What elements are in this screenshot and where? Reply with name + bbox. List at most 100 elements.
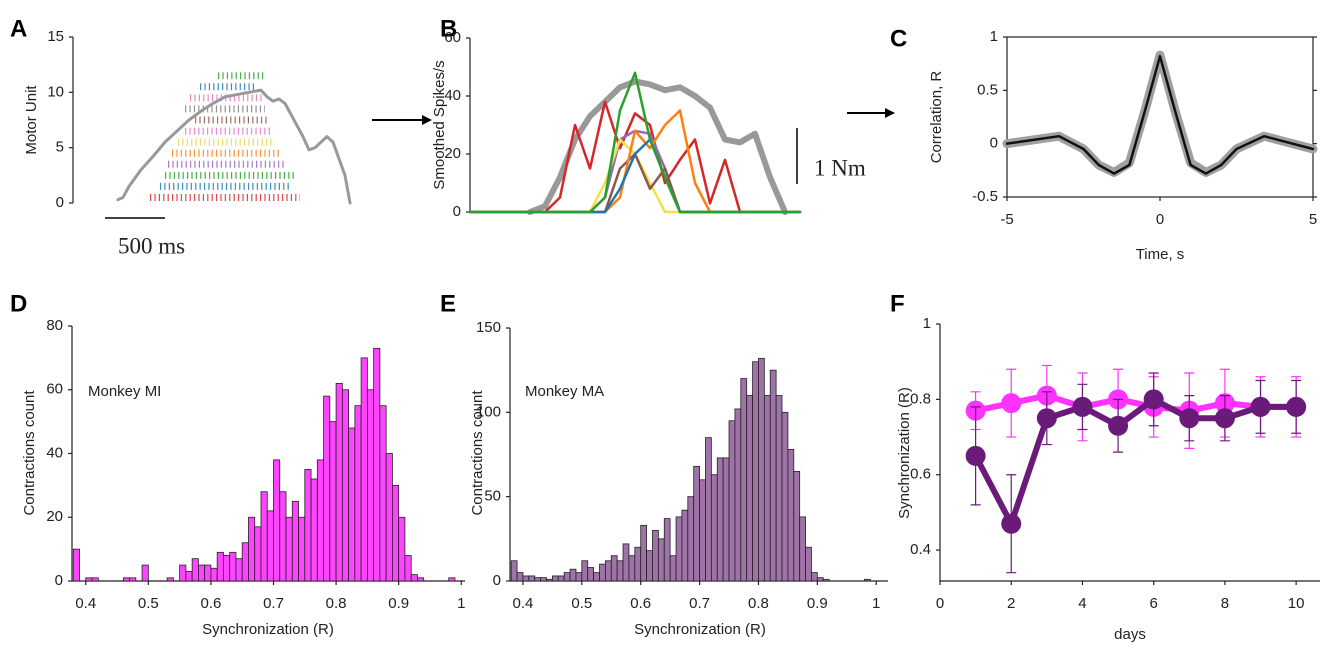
y-tick-label: 10 [47, 83, 64, 100]
x-axis-label: days [1114, 626, 1146, 643]
x-tick-label: 0.5 [138, 595, 159, 612]
panel: D 0 20 40 60 80 0.4 0.5 0.6 0.7 0.8 0.9 1 Contraction… [10, 290, 465, 638]
y-tick-label: 1 [990, 28, 998, 45]
histogram-bar [681, 509, 689, 582]
x-tick-label: 2 [1007, 595, 1015, 612]
histogram-bar [822, 578, 830, 582]
histogram-bar [248, 516, 256, 582]
histogram-bar [569, 568, 577, 582]
histogram-bar [716, 457, 724, 582]
x-tick-label: 0.7 [263, 595, 284, 612]
point [965, 445, 986, 466]
histogram-bar [864, 578, 871, 582]
y-tick-label: 40 [444, 87, 461, 104]
point [1001, 393, 1022, 414]
histogram-bar [166, 577, 174, 582]
histogram-bar [417, 577, 425, 582]
histogram-bar [366, 389, 375, 582]
histogram-bar [628, 555, 636, 582]
point [1250, 396, 1271, 417]
histogram-bar [575, 572, 583, 582]
histogram-bar [746, 395, 753, 582]
histogram-bar [323, 395, 331, 582]
histogram-bar [379, 405, 387, 582]
panel-letter: C [890, 25, 907, 52]
histogram-bar [699, 479, 706, 582]
scale-bar-label: 1 Nm [814, 155, 866, 180]
histogram-bar [254, 526, 262, 582]
y-tick-label: 0.8 [910, 390, 931, 407]
histogram-bar [705, 437, 712, 582]
annotation: Monkey MI [88, 383, 161, 400]
x-tick-label: 8 [1221, 595, 1229, 612]
arrows [372, 108, 895, 125]
histogram-bar [448, 577, 456, 582]
series-line [1002, 50, 1318, 177]
y-tick-label: 20 [46, 508, 63, 525]
histogram-bar [599, 563, 606, 582]
point [1179, 408, 1200, 429]
y-tick-label: 0 [453, 203, 461, 220]
x-tick-label: 0.9 [388, 595, 409, 612]
series-line [527, 78, 788, 215]
x-tick-label: 0.8 [326, 595, 347, 612]
y-tick-label: 150 [476, 319, 501, 336]
y-tick-label: 0 [56, 194, 64, 211]
histogram-bar [587, 567, 595, 582]
x-tick-label: 0.6 [200, 595, 221, 612]
histogram-bar [204, 564, 212, 582]
x-tick-label: 10 [1288, 595, 1305, 612]
histogram-bar [652, 530, 659, 582]
point [1214, 408, 1235, 429]
y-axis-label: Contractions count [21, 390, 38, 516]
x-tick-label: 4 [1078, 595, 1086, 612]
histogram-bar [335, 382, 343, 582]
arrow-head [422, 115, 432, 125]
y-tick-label: 0 [55, 572, 63, 589]
series-line [972, 396, 1297, 527]
x-tick-label: 0 [936, 595, 944, 612]
histogram-bar [534, 577, 542, 582]
point [1001, 513, 1022, 534]
histogram-bar [279, 491, 287, 582]
histogram-bar [291, 500, 299, 582]
histogram-bar [141, 564, 149, 582]
y-tick-label: 60 [444, 29, 461, 46]
histogram-bar [540, 577, 547, 582]
histogram-bar [329, 421, 337, 582]
histogram-bar [310, 478, 318, 582]
histogram-bar [616, 560, 624, 582]
histogram-bar [740, 378, 748, 582]
y-axis-label: Motor Unit [23, 85, 40, 155]
point [1072, 396, 1093, 417]
histogram-bar [198, 564, 206, 582]
y-tick-label: 100 [476, 403, 501, 420]
histogram-bar [373, 347, 381, 582]
y-axis-label: Synchronization (R) [896, 387, 913, 519]
x-tick-label: 0.5 [571, 595, 592, 612]
y-tick-label: 20 [444, 145, 461, 162]
histogram-bar [758, 357, 765, 582]
histogram-bar [316, 459, 324, 582]
histogram-bar [787, 449, 795, 582]
histogram-bar [675, 516, 683, 582]
panel: A 0 5 10 15 Motor Unit 500 ms [10, 15, 352, 258]
series-line [974, 392, 1297, 414]
point [1286, 396, 1307, 417]
point [1108, 415, 1129, 436]
panel: C -0.5 0 0.5 1 -5 0 5 Correlation, R Time, s [890, 25, 1318, 263]
point [1036, 408, 1057, 429]
histogram-bar [763, 395, 771, 582]
panel-letter: A [10, 15, 27, 42]
histogram-bar [360, 357, 368, 582]
y-tick-label: 5 [56, 139, 64, 156]
point [1143, 389, 1164, 410]
y-tick-label: 0.4 [910, 541, 931, 558]
histogram-bar [298, 516, 306, 582]
histogram-bar [816, 577, 824, 582]
histogram-bar [179, 564, 187, 582]
histogram-bar [563, 572, 571, 582]
panel-letter: D [10, 290, 27, 317]
histogram-bar [722, 457, 730, 582]
